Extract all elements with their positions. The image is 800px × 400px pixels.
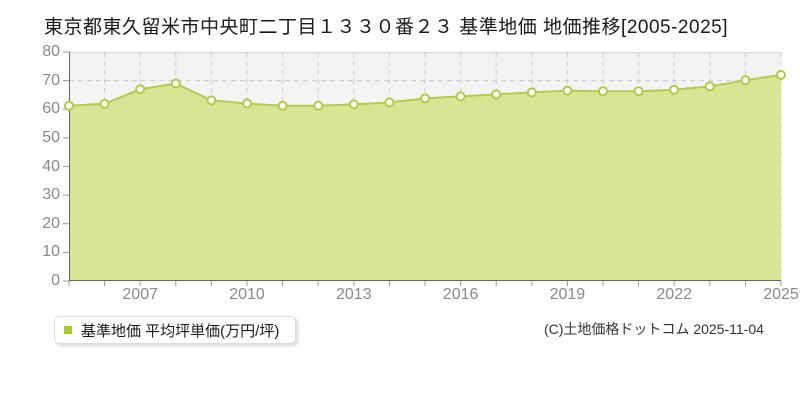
x-axis-tick-label: 2025 [763,286,799,303]
chart-title: 東京都東久留米市中央町二丁目１３３０番２３ 基準地価 地価推移[2005-202… [44,17,728,38]
data-point-marker [776,69,786,80]
legend-label: 基準地価 平均坪単価(万円/坪) [81,322,280,340]
x-axis-tick-label: 2016 [442,286,479,303]
data-point-marker [384,97,395,108]
legend-swatch-icon [64,326,72,334]
data-point-marker [313,100,324,111]
data-point-marker [170,78,181,89]
x-axis-tick-label: 2007 [122,286,158,303]
plot-area [63,51,786,286]
y-axis-tick-label: 0 [51,272,60,289]
data-point-marker [64,100,74,111]
y-axis-tick-label: 20 [42,214,60,232]
area-chart-canvas [63,51,786,286]
y-axis-tick-label: 30 [42,186,60,204]
data-point-marker [99,98,110,109]
y-axis-tick-label: 50 [42,128,60,146]
data-point-marker [633,86,644,97]
data-point-marker [242,98,252,109]
data-point-marker [420,93,430,104]
data-point-marker [669,84,680,95]
copyright-text: (C)土地価格ドットコム 2025-11-04 [544,321,764,337]
x-axis-tick-label: 2010 [229,286,265,303]
data-point-marker [206,95,217,106]
data-point-marker [455,91,466,102]
data-point-marker [704,81,715,92]
data-point-marker [348,99,359,110]
area-fill [69,74,781,282]
data-point-marker [135,84,146,95]
y-axis-tick-label: 60 [42,100,60,118]
data-point-marker [740,75,751,86]
data-point-marker [491,89,502,100]
data-point-marker [526,87,537,98]
data-point-marker [598,86,608,97]
y-axis-tick-label: 70 [42,71,60,89]
x-axis-tick-label: 2013 [336,286,372,303]
legend-box: 基準地価 平均坪単価(万円/坪) [54,316,297,344]
x-axis-tick-label: 2022 [656,286,692,303]
x-axis-tick-label: 2019 [549,286,586,303]
y-axis-tick-label: 80 [42,43,60,60]
y-axis-tick-label: 40 [42,157,60,175]
y-axis-tick-label: 10 [42,243,60,261]
data-point-marker [562,85,573,96]
data-point-marker [277,100,288,111]
